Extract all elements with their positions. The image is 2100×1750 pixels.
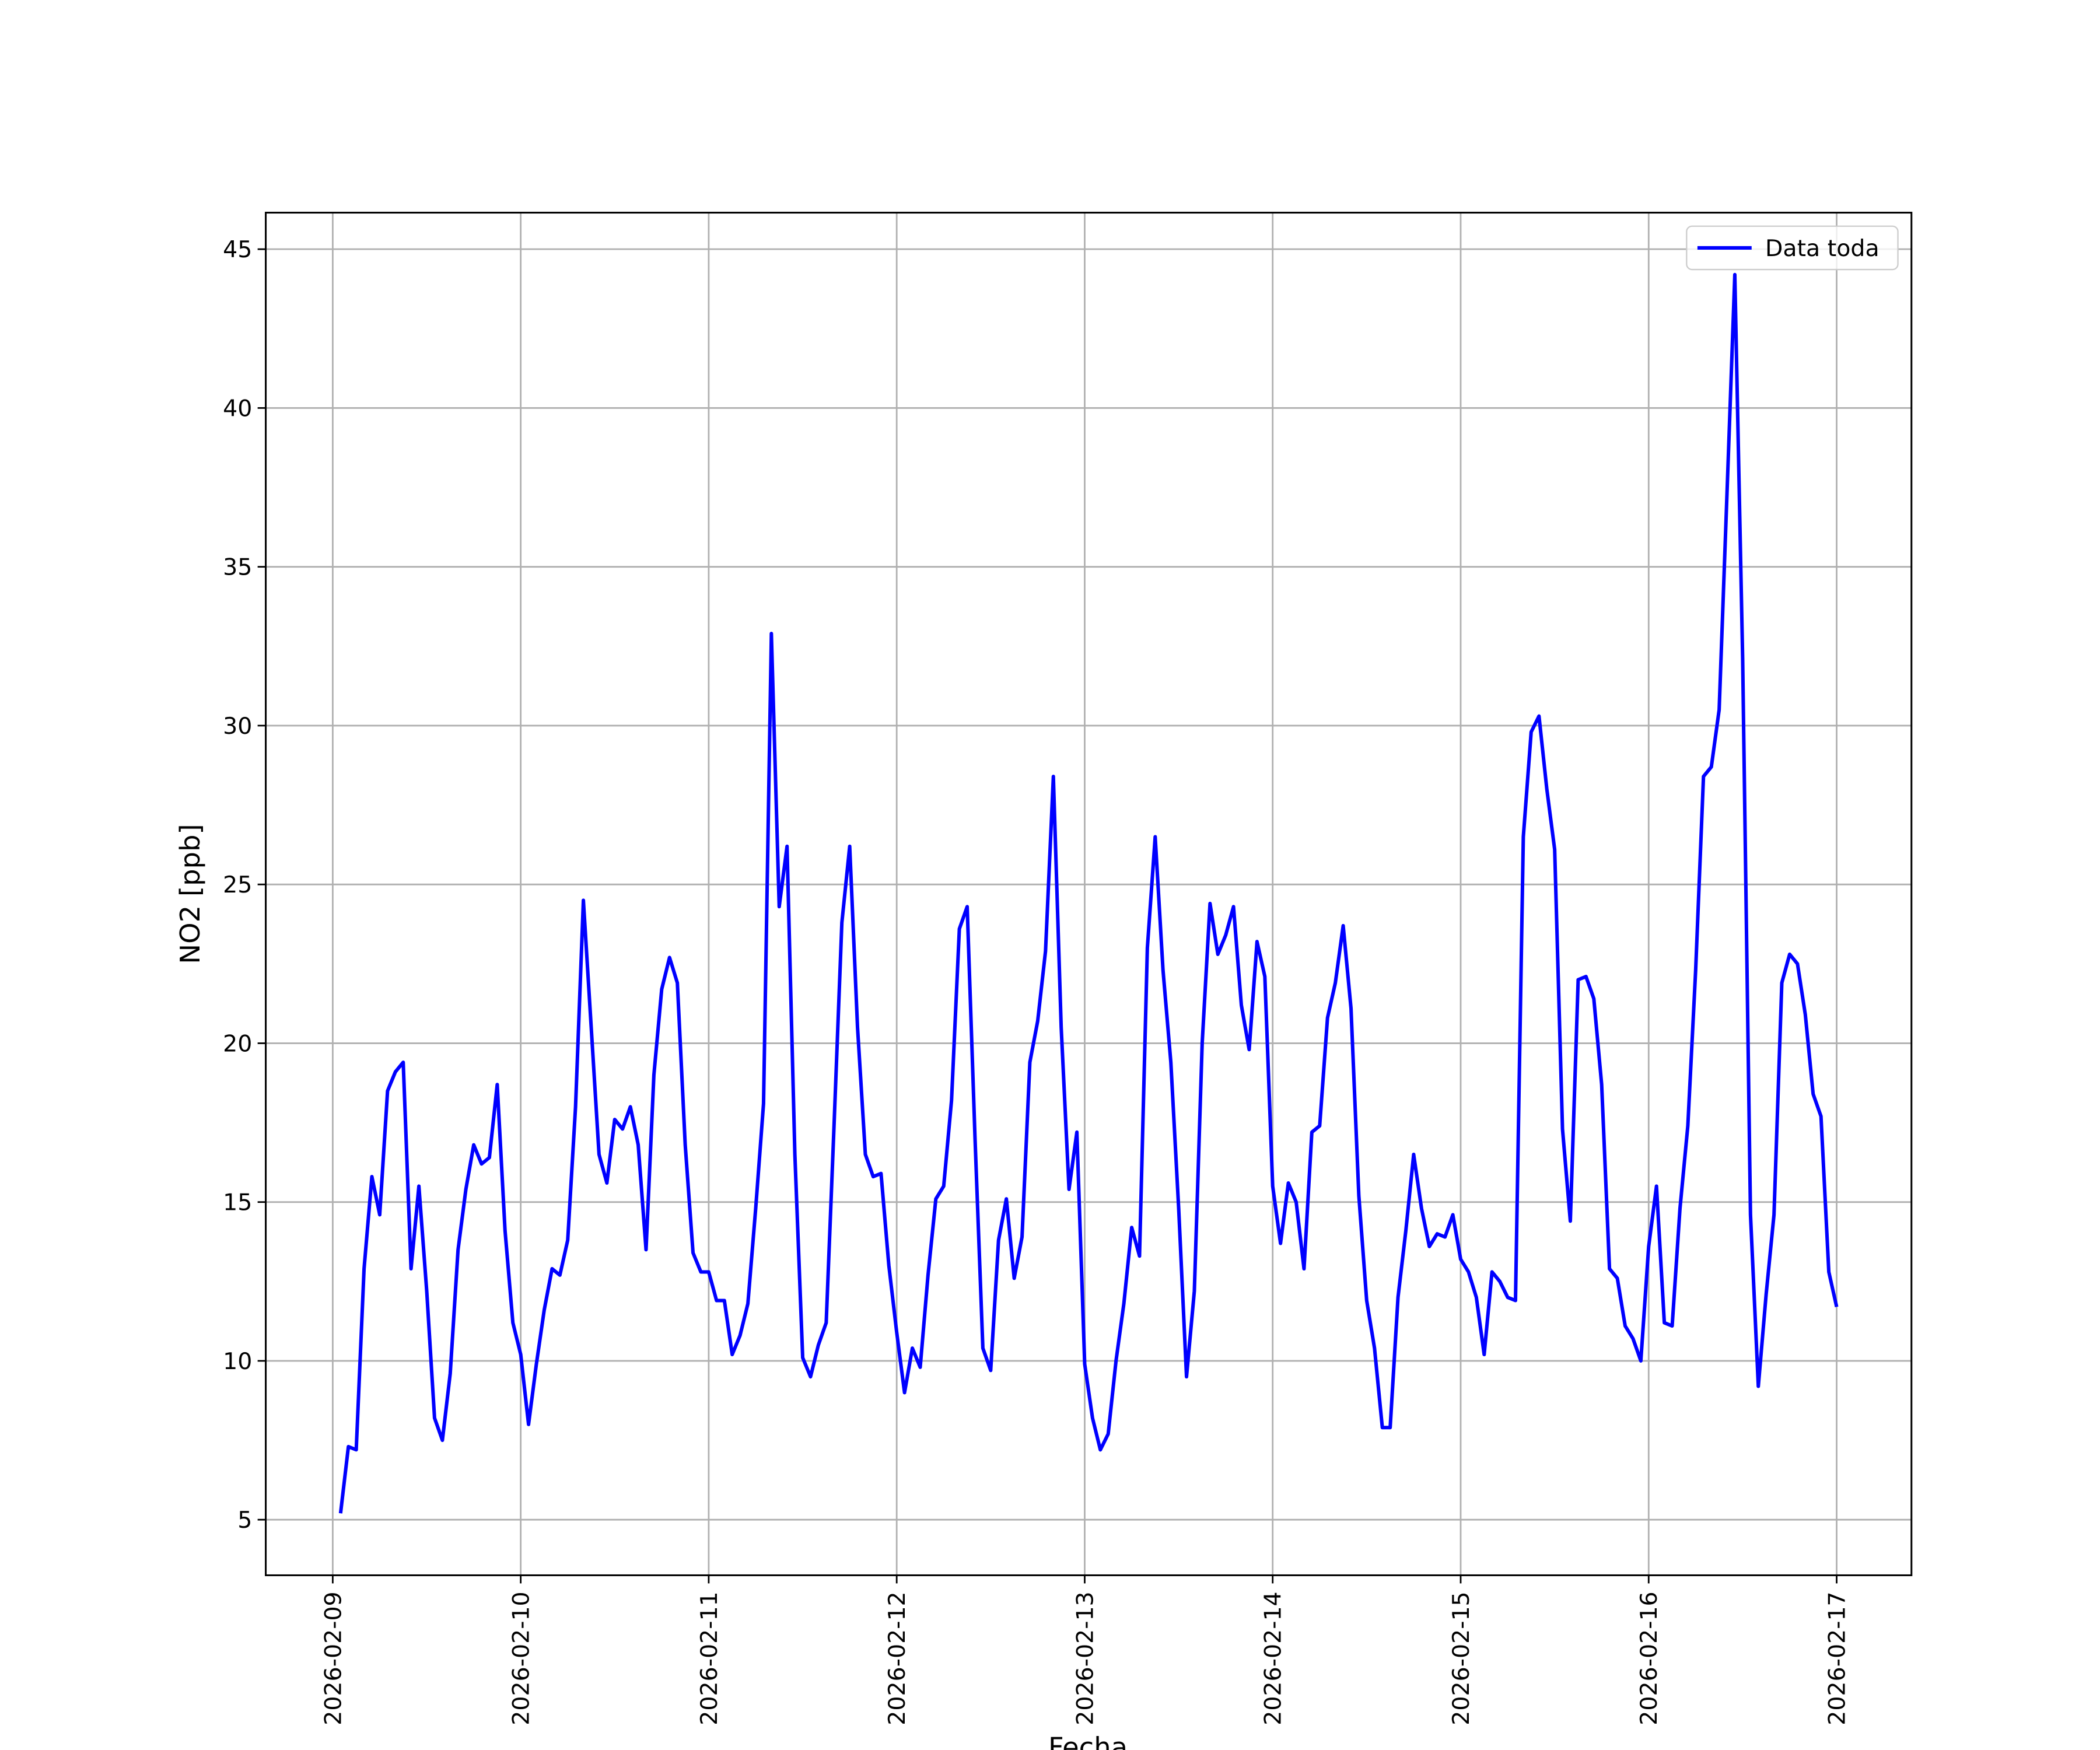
x-tick-label: 2026-02-13 [1072,1591,1098,1725]
y-tick-label: 45 [223,236,252,263]
y-tick-label: 30 [223,713,252,740]
y-tick-label: 10 [223,1348,252,1375]
x-tick-label: 2026-02-17 [1824,1591,1850,1725]
y-tick-label: 5 [237,1507,252,1534]
x-tick-label: 2026-02-16 [1636,1591,1662,1725]
legend-box [1686,225,1899,271]
x-tick-label: 2026-02-14 [1260,1591,1287,1725]
x-tick-label: 2026-02-12 [884,1591,911,1725]
y-tick-label: 15 [223,1189,252,1216]
y-tick-label: 40 [223,395,252,422]
legend-label: Data toda [1765,235,1880,262]
legend: Data toda [1686,225,1899,271]
y-tick-label: 25 [223,872,252,898]
x-tick-label: 2026-02-11 [696,1591,723,1725]
plot-frame [265,212,1913,1576]
x-tick-label: 2026-02-09 [320,1591,346,1725]
y-tick-label: 35 [223,554,252,581]
y-axis-label: NO2 [ppb] [174,824,206,964]
data-line [338,272,1839,1514]
y-tick-label: 20 [223,1030,252,1057]
x-axis-label: Fecha [1048,1732,1128,1750]
x-tick-label: 2026-02-15 [1448,1591,1475,1725]
x-tick-label: 2026-02-10 [508,1591,535,1725]
